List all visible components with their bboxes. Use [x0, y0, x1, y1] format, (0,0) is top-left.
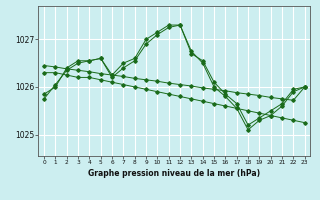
X-axis label: Graphe pression niveau de la mer (hPa): Graphe pression niveau de la mer (hPa) — [88, 169, 260, 178]
